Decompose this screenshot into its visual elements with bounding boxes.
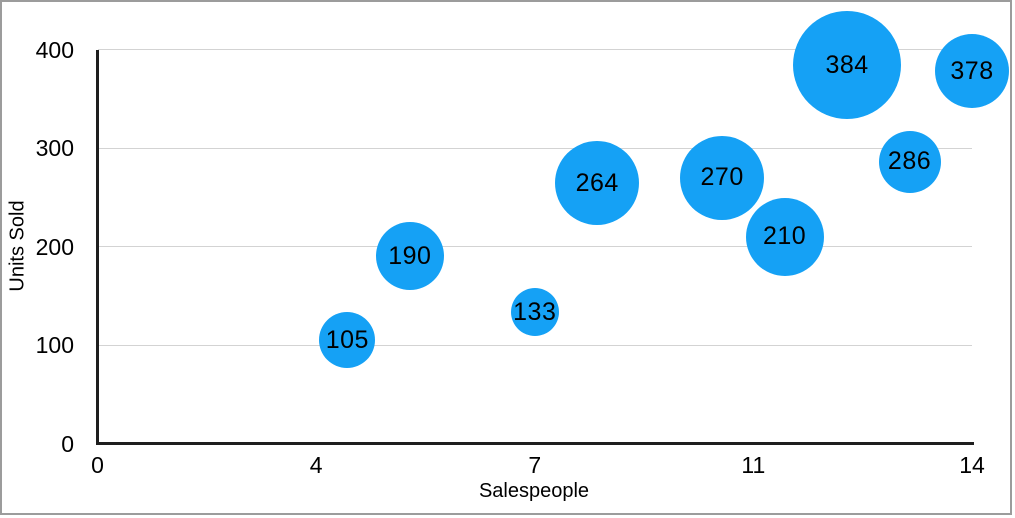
gridline-y-400 [97,49,972,50]
bubble-point[interactable]: 133 [510,288,559,337]
bubble-value-label: 270 [700,163,744,192]
y-tick-label: 100 [35,332,74,358]
gridline-y-200 [97,246,972,247]
bubble-point[interactable]: 105 [319,312,376,369]
bubble-point[interactable]: 264 [555,141,640,226]
y-tick-label: 300 [35,135,74,161]
gridline-y-100 [97,344,972,346]
x-tick-label: 11 [741,452,766,478]
y-tick-label: 0 [61,430,74,457]
y-tick-label: 200 [35,233,74,260]
bubble-value-label: 105 [325,325,369,354]
x-tick-label: 0 [91,452,104,478]
x-tick-label: 14 [959,452,985,478]
x-axis-line [96,442,974,445]
x-tick-label: 7 [528,452,542,478]
bubble-value-label: 378 [950,56,994,85]
bubble-value-label: 384 [825,50,869,79]
bubble-point[interactable]: 286 [878,130,941,193]
y-tick-label: 400 [35,36,74,63]
x-tick-label: 4 [309,452,323,478]
bubble-value-label: 286 [887,147,932,176]
bubble-value-label: 133 [513,297,557,326]
gridline-y-300 [97,147,972,149]
bubble-point[interactable]: 270 [680,135,765,220]
bubble-point[interactable]: 190 [375,222,444,291]
bubble-value-label: 264 [575,168,619,197]
y-axis-title: Units Sold [6,200,29,292]
x-axis-title: Salespeople [478,480,590,502]
bubble-point[interactable]: 384 [793,11,902,120]
bubble-value-label: 210 [762,222,807,251]
bubble-value-label: 190 [388,241,432,270]
bubble-point[interactable]: 378 [935,34,1009,109]
y-axis-line [96,49,99,445]
bubble-point[interactable]: 210 [745,197,824,276]
